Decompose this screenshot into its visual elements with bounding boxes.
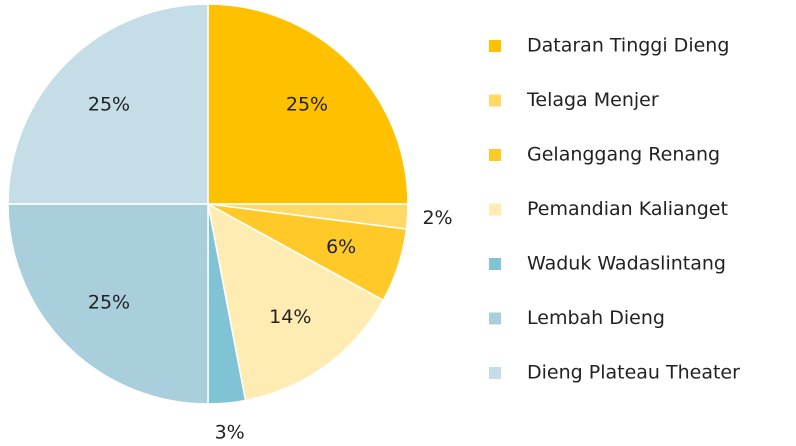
data-label: 25% xyxy=(88,291,130,313)
data-label: 25% xyxy=(286,94,328,116)
legend-label: Pemandian Kalianget xyxy=(527,198,728,220)
legend-label: Lembah Dieng xyxy=(527,307,665,329)
pie-slice xyxy=(7,3,209,205)
pie-slice xyxy=(206,202,385,402)
legend-swatch xyxy=(489,312,501,325)
data-label: 6% xyxy=(326,236,356,258)
legend-label: Dieng Plateau Theater xyxy=(527,362,740,384)
legend-swatch xyxy=(489,203,501,216)
legend-swatch xyxy=(489,149,501,161)
pie-slice xyxy=(207,3,409,205)
legend-swatch xyxy=(489,367,501,379)
legend-label: Gelanggang Renang xyxy=(527,144,720,166)
legend-swatch xyxy=(489,40,501,52)
data-label: 25% xyxy=(88,94,130,116)
pie-slice xyxy=(7,203,209,405)
data-label: 3% xyxy=(215,421,245,443)
legend-label: Dataran Tinggi Dieng xyxy=(527,35,729,57)
data-label: 2% xyxy=(422,207,452,229)
legend-label: Telaga Menjer xyxy=(526,89,659,111)
legend-label: Waduk Wadaslintang xyxy=(527,253,726,275)
legend-swatch xyxy=(489,94,501,107)
legend-swatch xyxy=(489,258,501,270)
data-label: 14% xyxy=(269,306,311,328)
